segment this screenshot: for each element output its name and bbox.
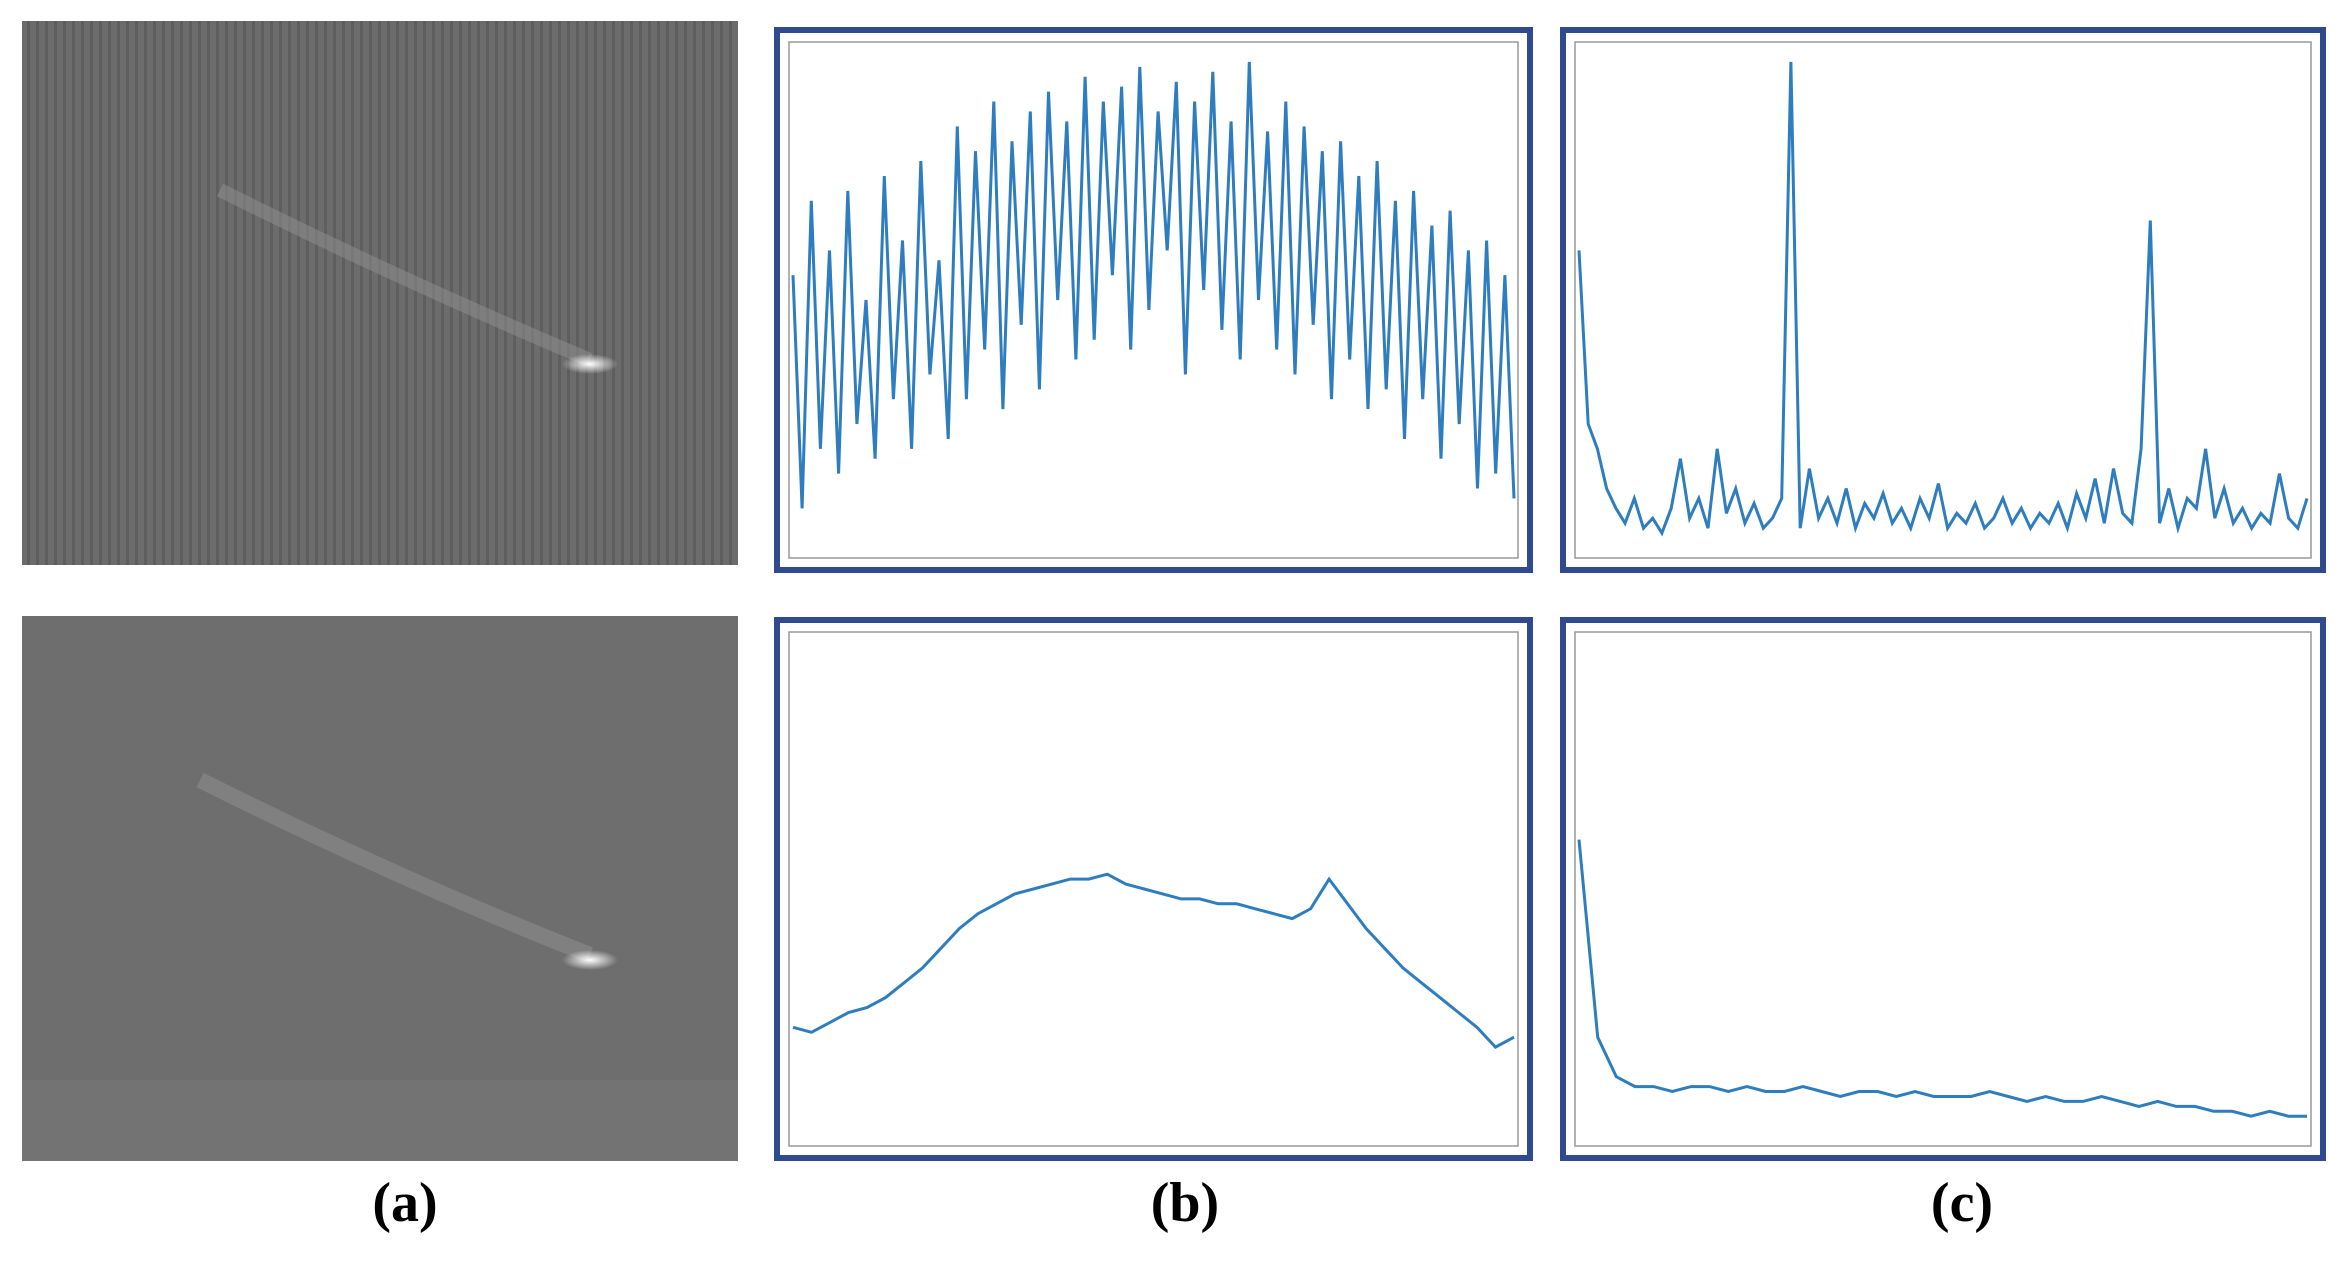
image-a-top (22, 21, 738, 565)
plot-area (788, 41, 1519, 559)
series-line (792, 872, 1515, 1049)
panel-frame (774, 617, 1533, 1161)
panel-frame (774, 27, 1533, 573)
series-line (1577, 61, 2309, 537)
label: (b) (1151, 1172, 1219, 1234)
panel-frame (1560, 617, 2326, 1161)
image-a-bottom (22, 616, 738, 1161)
series-line (1577, 839, 2307, 1118)
series-line (791, 61, 1516, 509)
label: (c) (1931, 1172, 1993, 1234)
plot-area (788, 631, 1519, 1147)
label: (a) (372, 1172, 437, 1234)
plot-area (1574, 631, 2312, 1147)
panel-frame (1560, 27, 2326, 573)
plot-area (1574, 41, 2312, 559)
